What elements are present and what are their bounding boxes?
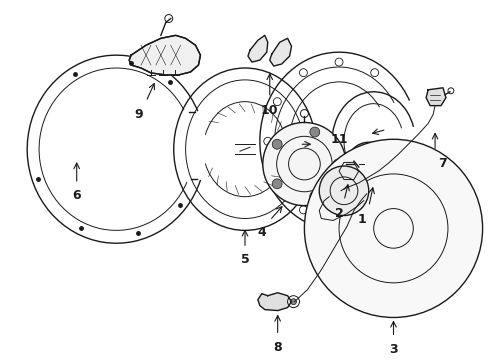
Circle shape (272, 139, 282, 149)
Text: 4: 4 (257, 226, 266, 239)
Circle shape (347, 142, 391, 186)
Polygon shape (270, 38, 292, 66)
Polygon shape (248, 35, 268, 62)
Text: 8: 8 (273, 341, 282, 354)
Polygon shape (258, 293, 292, 311)
Polygon shape (339, 162, 359, 180)
Circle shape (263, 122, 346, 206)
Circle shape (272, 179, 282, 189)
Text: 5: 5 (241, 253, 249, 266)
Circle shape (291, 299, 296, 305)
Text: 3: 3 (389, 343, 398, 356)
Text: 1: 1 (357, 212, 366, 226)
Text: 11: 11 (330, 133, 348, 146)
Text: 9: 9 (135, 108, 144, 121)
Text: 10: 10 (261, 104, 278, 117)
Circle shape (310, 191, 320, 201)
Text: 2: 2 (335, 207, 343, 220)
Circle shape (304, 139, 483, 318)
Text: 6: 6 (73, 189, 81, 202)
Circle shape (333, 159, 343, 169)
Polygon shape (129, 35, 200, 75)
Circle shape (310, 127, 320, 137)
Text: 7: 7 (439, 157, 447, 170)
Polygon shape (426, 88, 446, 105)
Circle shape (319, 166, 369, 216)
